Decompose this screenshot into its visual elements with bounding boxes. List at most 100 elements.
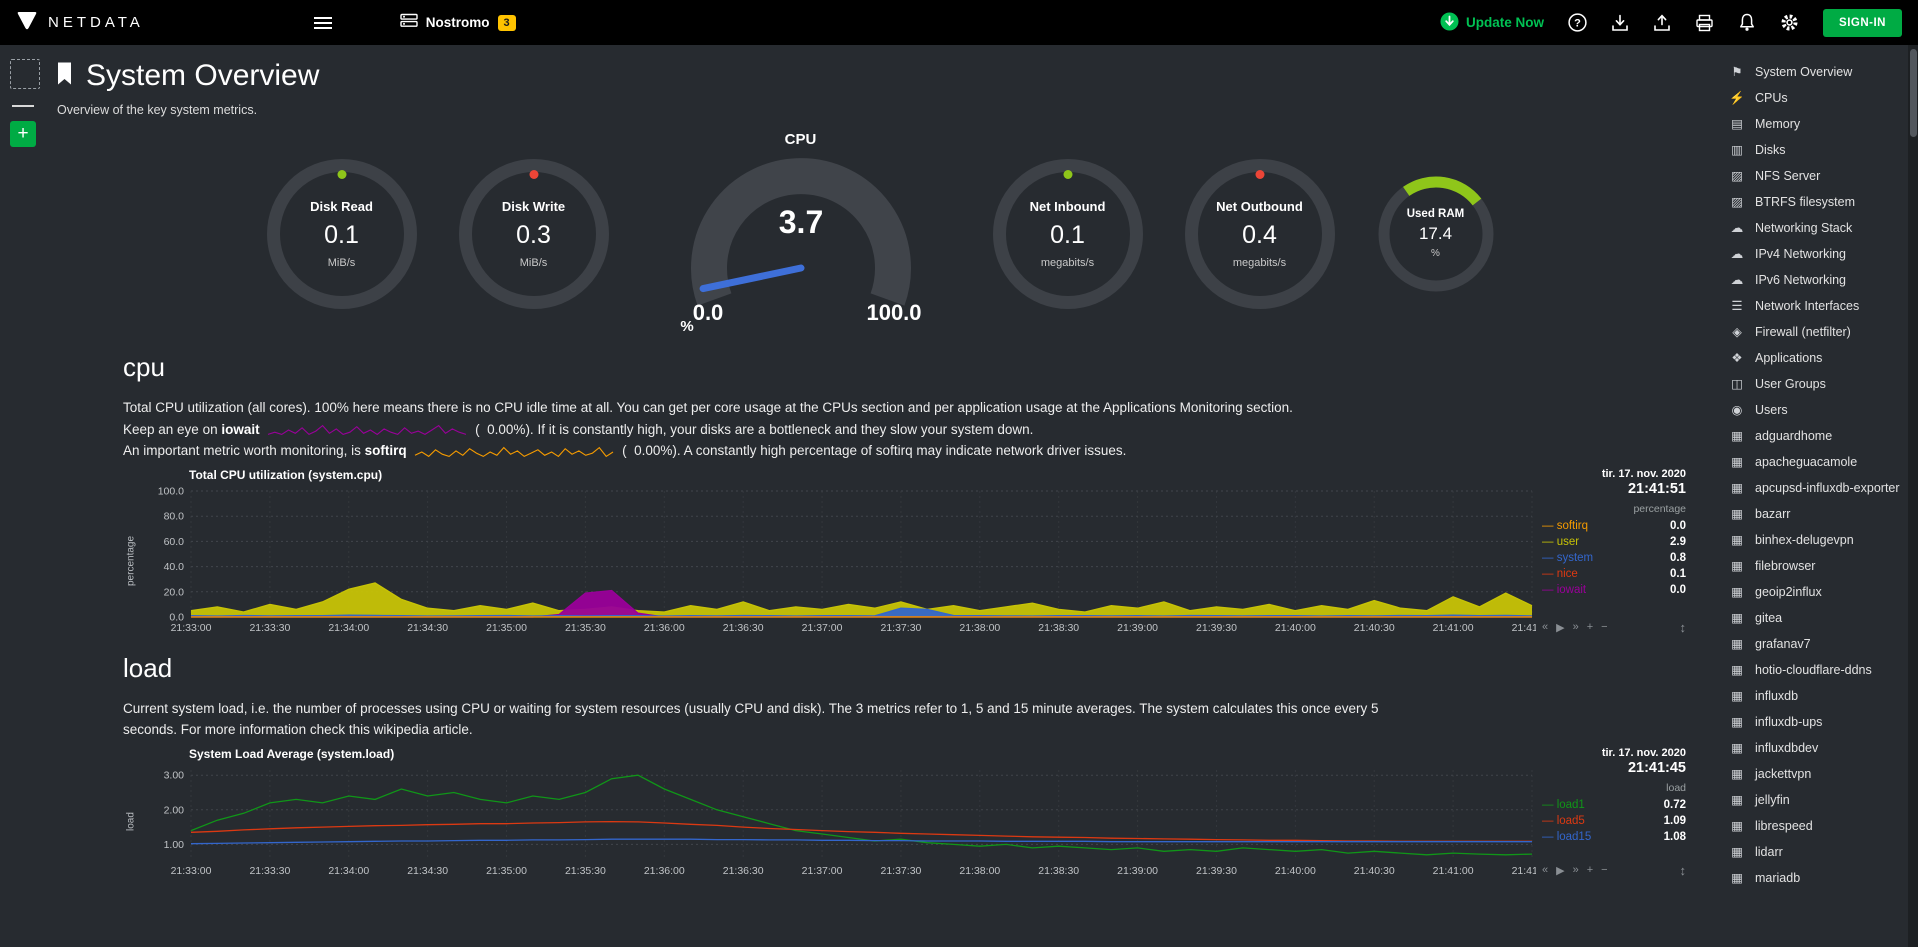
chart-system-cpu: Total CPU utilization (system.cpu) perce… (123, 468, 1687, 637)
status-dot (1063, 169, 1072, 179)
alarms-button[interactable] (1738, 13, 1756, 32)
zoom-in-icon[interactable]: + (1586, 864, 1594, 877)
disk-icon: ▥ (1731, 142, 1743, 157)
legend-entry-nice[interactable]: — nice 0.1 (1542, 567, 1686, 580)
sidebar-item-influxdbdev[interactable]: ▦ influxdbdev (1728, 735, 1904, 761)
svg-text:%: % (680, 318, 693, 333)
zoom-out-icon[interactable]: − (1601, 621, 1608, 634)
legend-entry-load1[interactable]: — load1 0.72 (1542, 798, 1686, 811)
sidebar-item-btrfs-filesystem[interactable]: ▨ BTRFS filesystem (1728, 189, 1904, 215)
print-button[interactable] (1695, 14, 1714, 32)
grid-icon: ▦ (1731, 506, 1743, 521)
legend-entry-load15[interactable]: — load15 1.08 (1542, 830, 1686, 843)
pan-forward-icon[interactable]: » (1572, 621, 1579, 634)
play-icon[interactable]: ▶ (1556, 864, 1565, 877)
load-chart-plot[interactable]: 21:33:00 21:33:30 21:34:00 21:34:30 21:35:00… (139, 764, 1536, 880)
sidebar-item-network-interfaces[interactable]: ☰ Network Interfaces (1728, 293, 1904, 319)
sidebar-item-ipv6-networking[interactable]: ☁ IPv6 Networking (1728, 267, 1904, 293)
legend-entry-softirq[interactable]: — softirq 0.0 (1542, 519, 1686, 532)
sidebar-item-nfs-server[interactable]: ▨ NFS Server (1728, 163, 1904, 189)
zoom-in-icon[interactable]: + (1586, 621, 1594, 634)
sidebar-item-grafanav7[interactable]: ▦ grafanav7 (1728, 631, 1904, 657)
sidebar-item-label: IPv4 Networking (1755, 246, 1847, 261)
sidebar-item-cpus[interactable]: ⚡ CPUs (1728, 85, 1904, 111)
legend-entry-load5[interactable]: — load5 1.09 (1542, 814, 1686, 827)
update-now-button[interactable]: Update Now (1440, 12, 1544, 34)
svg-text:21:37:30: 21:37:30 (881, 865, 922, 877)
svg-text:21:34:30: 21:34:30 (407, 865, 448, 877)
sidebar-item-users[interactable]: ◉ Users (1728, 397, 1904, 423)
pan-backward-icon[interactable]: « (1542, 621, 1549, 634)
gauges-row: Disk Read 0.1 MiB/s Disk Write 0.3 MiB/s… (55, 131, 1706, 336)
host-selector[interactable]: Nostromo 3 (400, 13, 516, 33)
resize-icon[interactable]: ↕ (1679, 862, 1687, 878)
sidebar-item-label: Networking Stack (1755, 220, 1853, 235)
resize-icon[interactable]: ↕ (1679, 619, 1687, 635)
sidebar-item-ipv4-networking[interactable]: ☁ IPv4 Networking (1728, 241, 1904, 267)
legend-time: 21:41:45 (1627, 759, 1686, 776)
legend-time: 21:41:51 (1627, 480, 1686, 497)
sidebar-item-mariadb[interactable]: ▦ mariadb (1728, 865, 1904, 891)
sidebar-item-label: CPUs (1755, 90, 1788, 105)
sidebar-item-filebrowser[interactable]: ▦ filebrowser (1728, 553, 1904, 579)
sidebar-item-label: influxdb-ups (1755, 714, 1823, 729)
sidebar-item-networking-stack[interactable]: ☁ Networking Stack (1728, 215, 1904, 241)
sidebar-item-lidarr[interactable]: ▦ lidarr (1728, 839, 1904, 865)
sidebar-item-hotio-cloudflare-ddns[interactable]: ▦ hotio-cloudflare-ddns (1728, 657, 1904, 683)
sidebar-item-bazarr[interactable]: ▦ bazarr (1728, 501, 1904, 527)
sidebar-item-influxdb[interactable]: ▦ influxdb (1728, 683, 1904, 709)
export-snapshot-button[interactable] (1653, 14, 1671, 32)
help-button[interactable]: ? (1568, 13, 1587, 32)
update-icon (1440, 12, 1459, 34)
pan-backward-icon[interactable]: « (1542, 864, 1549, 877)
sidebar-item-system-overview[interactable]: ⚑ System Overview (1728, 59, 1904, 85)
sidebar-item-user-groups[interactable]: ◫ User Groups (1728, 371, 1904, 397)
legend-entry-user[interactable]: — user 2.9 (1542, 535, 1686, 548)
user-group-icon: ◫ (1731, 376, 1743, 391)
page-subtitle: Overview of the key system metrics. (57, 103, 258, 117)
section-cpu-heading: cpu (123, 352, 165, 382)
gauge-cpu: CPU 3.7 0.0 100.0 % (651, 131, 951, 336)
status-dot (529, 169, 538, 179)
window-scrollbar[interactable] (1908, 45, 1918, 947)
highlight-selection-tool[interactable] (10, 59, 40, 89)
sidebar-item-apcupsd-influxdb-exporter[interactable]: ▦ apcupsd-influxdb-exporter (1728, 475, 1904, 501)
brand[interactable]: NETDATA (16, 9, 144, 36)
settings-button[interactable] (1780, 13, 1799, 32)
play-icon[interactable]: ▶ (1556, 621, 1565, 634)
add-button[interactable]: + (10, 121, 36, 147)
sidebar-item-jellyfin[interactable]: ▦ jellyfin (1728, 787, 1904, 813)
svg-text:21:38:00: 21:38:00 (959, 622, 1000, 634)
sidebar-item-geoip2influx[interactable]: ▦ geoip2influx (1728, 579, 1904, 605)
wikipedia-link[interactable]: this wikipedia article (348, 722, 469, 738)
sidebar-item-label: gitea (1755, 610, 1783, 625)
cpu-gauge-dial: 3.7 0.0 100.0 % (680, 158, 921, 335)
sidebar-item-influxdb-ups[interactable]: ▦ influxdb-ups (1728, 709, 1904, 735)
sidebar-item-librespeed[interactable]: ▦ librespeed (1728, 813, 1904, 839)
sidebar-item-adguardhome[interactable]: ▦ adguardhome (1728, 423, 1904, 449)
grid-icon: ▦ (1731, 558, 1743, 573)
sidebar-item-label: filebrowser (1755, 558, 1816, 573)
zoom-out-icon[interactable]: − (1601, 864, 1608, 877)
sidebar-item-applications[interactable]: ❖ Applications (1728, 345, 1904, 371)
grid-icon: ▦ (1731, 584, 1743, 599)
import-snapshot-button[interactable] (1611, 14, 1629, 32)
legend-entry-system[interactable]: — system 0.8 (1542, 551, 1686, 564)
sidebar-item-disks[interactable]: ▥ Disks (1728, 137, 1904, 163)
sign-in-button[interactable]: SIGN-IN (1823, 8, 1902, 37)
scrollbar-thumb[interactable] (1909, 49, 1917, 137)
netdata-logo-icon (16, 9, 38, 36)
legend-entry-iowait[interactable]: — iowait 0.0 (1542, 583, 1686, 596)
cpu-chart-plot[interactable]: 21:33:00 21:33:30 21:34:00 21:34:30 21:35:00… (139, 485, 1536, 637)
chart-title: System Load Average (system.load) (189, 746, 395, 761)
pan-forward-icon[interactable]: » (1572, 864, 1579, 877)
sidebar-item-memory[interactable]: ▤ Memory (1728, 111, 1904, 137)
sidebar-item-jackettvpn[interactable]: ▦ jackettvpn (1728, 761, 1904, 787)
sidebar-item-firewall-netfilter-[interactable]: ◈ Firewall (netfilter) (1728, 319, 1904, 345)
sidebar-item-gitea[interactable]: ▦ gitea (1728, 605, 1904, 631)
sidebar-item-binhex-delugevpn[interactable]: ▦ binhex-delugevpn (1728, 527, 1904, 553)
sidebar-item-apacheguacamole[interactable]: ▦ apacheguacamole (1728, 449, 1904, 475)
svg-text:21:37:00: 21:37:00 (802, 622, 843, 634)
gauge-net-outbound: Net Outbound 0.4 megabits/s (1184, 158, 1335, 309)
menu-toggle-button[interactable] (313, 16, 332, 30)
